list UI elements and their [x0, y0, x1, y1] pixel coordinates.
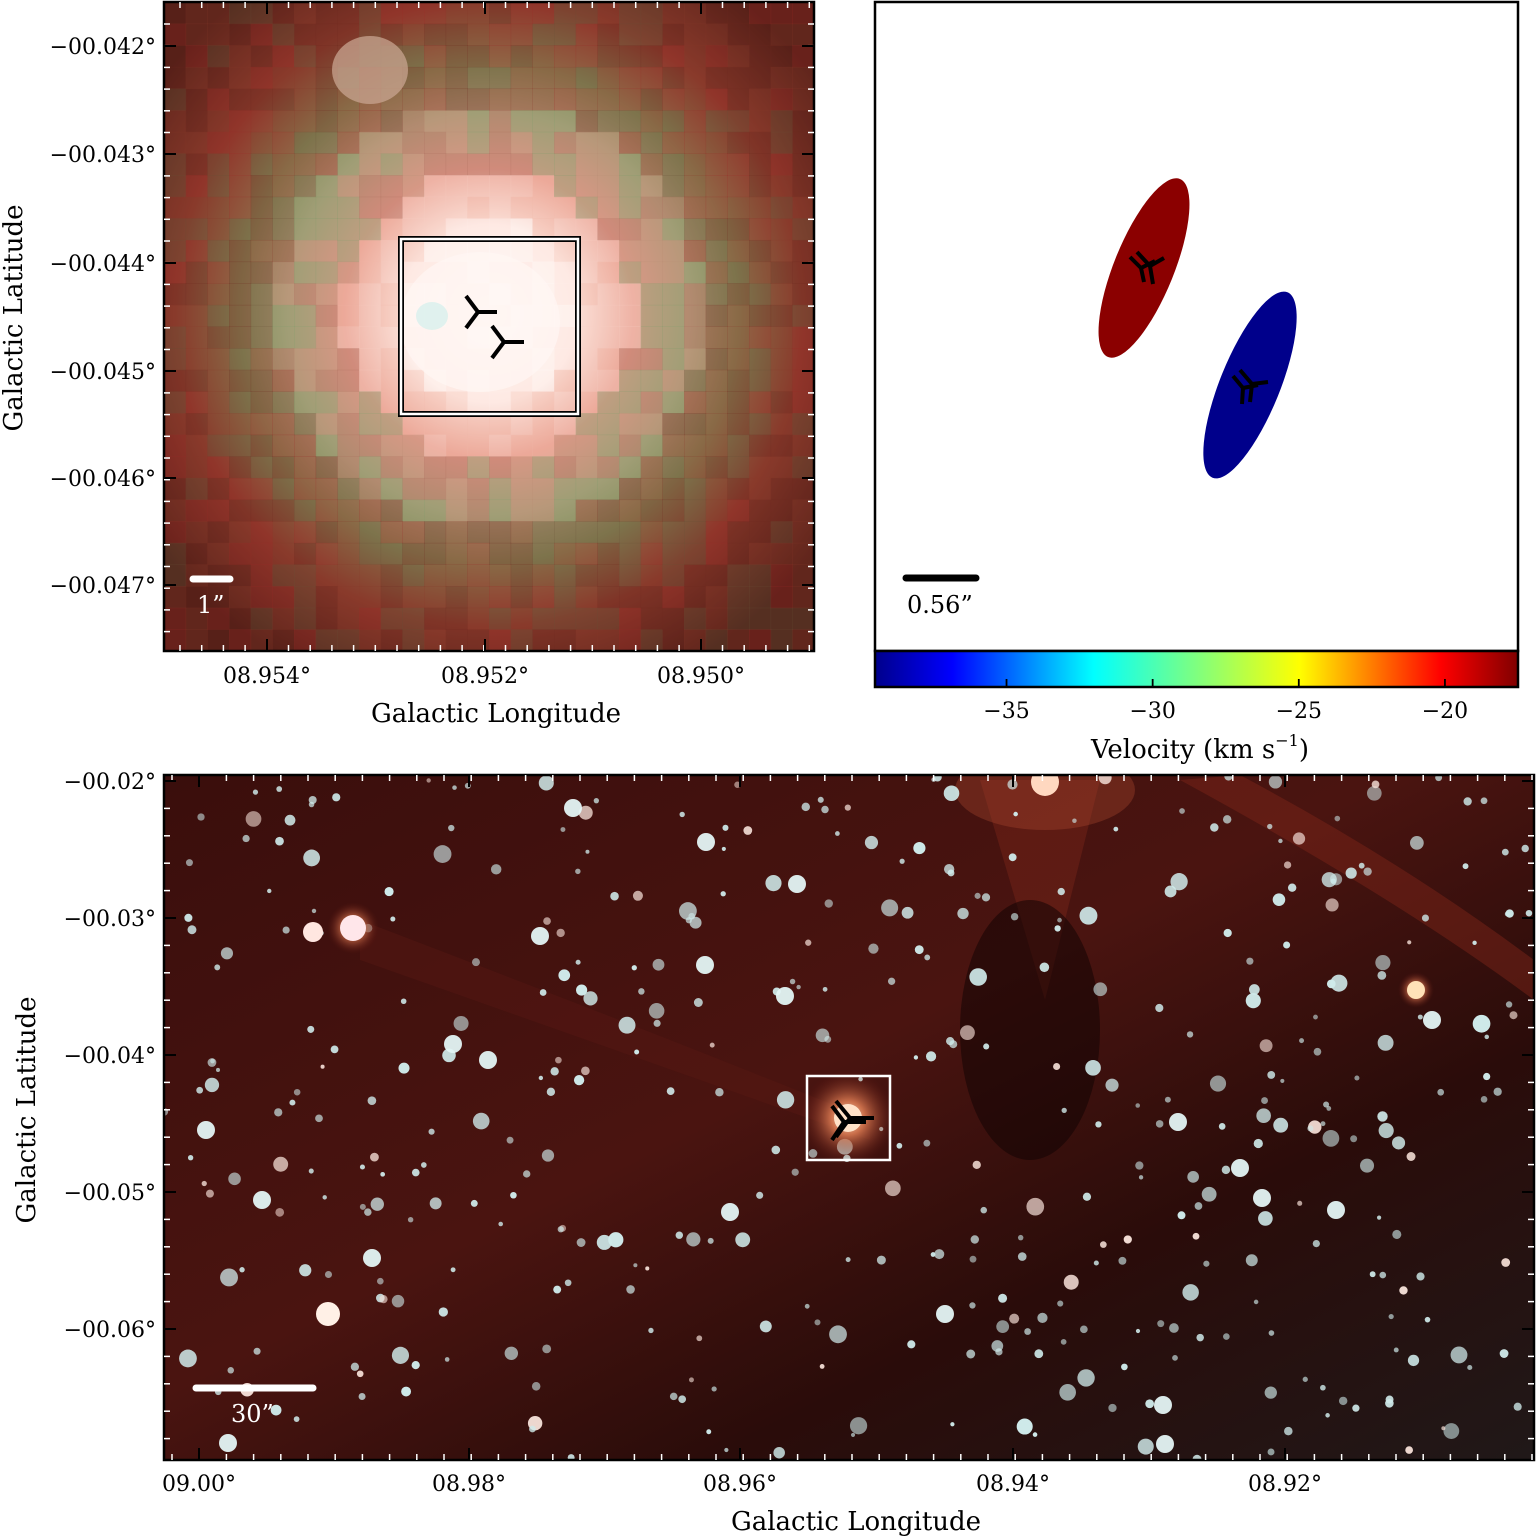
x-tick-label: 08.954° — [223, 664, 311, 689]
zoom-box — [399, 237, 580, 416]
panel-c-ticks — [164, 775, 1534, 1460]
colorbar — [873, 649, 1520, 689]
panel-c-frame — [162, 773, 1536, 1462]
x-tick-label: 08.952° — [441, 664, 529, 689]
y-tick-label: −00.042° — [50, 35, 156, 60]
panel-a-image — [164, 2, 814, 651]
panel-c-image — [164, 775, 1534, 1460]
scalebar-c-label: 30” — [231, 1400, 274, 1428]
colorbar-tick-label: −20 — [1422, 699, 1468, 724]
source-marker-icon — [830, 1099, 874, 1142]
panel-c-x-ticklabels: 09.00° 08.98° 08.96° 08.94° 08.92° — [162, 1472, 1322, 1497]
y-tick-label: −00.046° — [50, 467, 156, 492]
panel-a-ylabel: Galactic Latitude — [0, 205, 29, 432]
panel-c-xlabel: Galactic Longitude — [731, 1507, 981, 1537]
y-tick-label: −00.044° — [50, 252, 156, 277]
x-tick-label: 08.92° — [1248, 1472, 1322, 1497]
panel-b: 0.56” −35 −30 −25 −20 Velocity (km s−1) — [873, 0, 1520, 765]
x-tick-label: 08.94° — [976, 1472, 1050, 1497]
x-tick-label: 08.98° — [432, 1472, 506, 1497]
panel-a-xlabel: Galactic Longitude — [371, 699, 621, 729]
panel-b-frame — [873, 0, 1520, 653]
panel-c: 30” −00.02° −00.03° −00.04° −00.05° −00.… — [12, 770, 1536, 1537]
y-tick-label: −00.06° — [64, 1318, 156, 1343]
source-marker-icon — [1128, 250, 1165, 285]
panel-a: 1” −00.042° −00.043° −00.044° −00.045° −… — [0, 0, 816, 729]
colorbar-tick-labels: −35 −30 −25 −20 — [983, 699, 1468, 724]
colorbar-ticks — [1005, 679, 1446, 687]
panel-a-y-ticklabels: −00.042° −00.043° −00.044° −00.045° −00.… — [50, 35, 156, 599]
scalebar-b-label: 0.56” — [907, 591, 973, 619]
y-tick-label: −00.047° — [50, 574, 156, 599]
source-marker-icon — [1231, 368, 1269, 405]
colorbar-tick-label: −25 — [1276, 699, 1322, 724]
panel-a-ticks — [164, 2, 814, 651]
y-tick-label: −00.045° — [50, 360, 156, 385]
scalebar-a-label: 1” — [197, 591, 225, 619]
y-tick-label: −00.05° — [64, 1181, 156, 1206]
y-tick-label: −00.04° — [64, 1044, 156, 1069]
x-tick-label: 08.950° — [657, 664, 745, 689]
colorbar-label: Velocity (km s−1) — [1090, 731, 1309, 765]
x-tick-label: 09.00° — [162, 1472, 236, 1497]
y-tick-label: −00.03° — [64, 907, 156, 932]
colorbar-tick-label: −35 — [983, 699, 1029, 724]
source-marker-icon — [464, 294, 497, 330]
zoom-box — [805, 1074, 892, 1162]
x-tick-label: 08.96° — [703, 1472, 777, 1497]
y-tick-label: −00.02° — [64, 770, 156, 795]
y-tick-label: −00.043° — [50, 143, 156, 168]
panel-c-y-ticklabels: −00.02° −00.03° −00.04° −00.05° −00.06° — [64, 770, 156, 1343]
panel-a-frame — [162, 0, 816, 653]
source-marker-icon — [490, 324, 524, 360]
panel-a-x-ticklabels: 08.954° 08.952° 08.950° — [223, 664, 745, 689]
colorbar-tick-label: −30 — [1129, 699, 1175, 724]
panel-c-ylabel: Galactic Latitude — [12, 997, 42, 1224]
